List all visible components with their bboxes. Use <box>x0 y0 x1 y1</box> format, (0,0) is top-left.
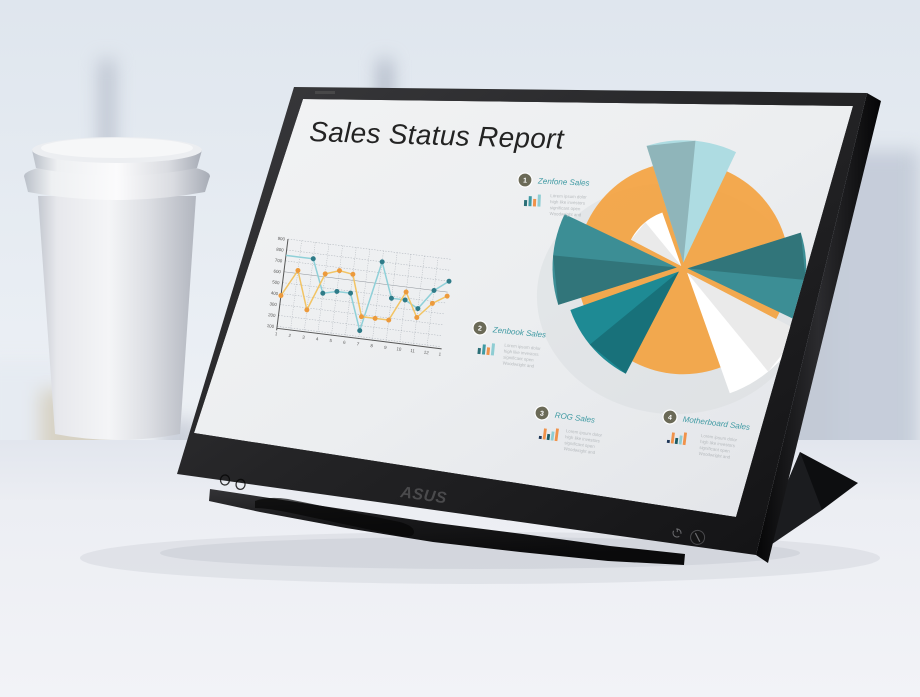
svg-text:200: 200 <box>268 312 276 318</box>
svg-text:500: 500 <box>272 279 280 285</box>
svg-text:800: 800 <box>276 247 284 253</box>
svg-text:1: 1 <box>523 178 527 185</box>
svg-text:400: 400 <box>271 290 279 296</box>
svg-text:900: 900 <box>277 236 285 242</box>
svg-text:700: 700 <box>275 258 283 264</box>
svg-text:2: 2 <box>478 325 483 332</box>
svg-text:100: 100 <box>267 323 275 329</box>
svg-text:300: 300 <box>269 301 277 307</box>
svg-text:600: 600 <box>273 268 281 274</box>
